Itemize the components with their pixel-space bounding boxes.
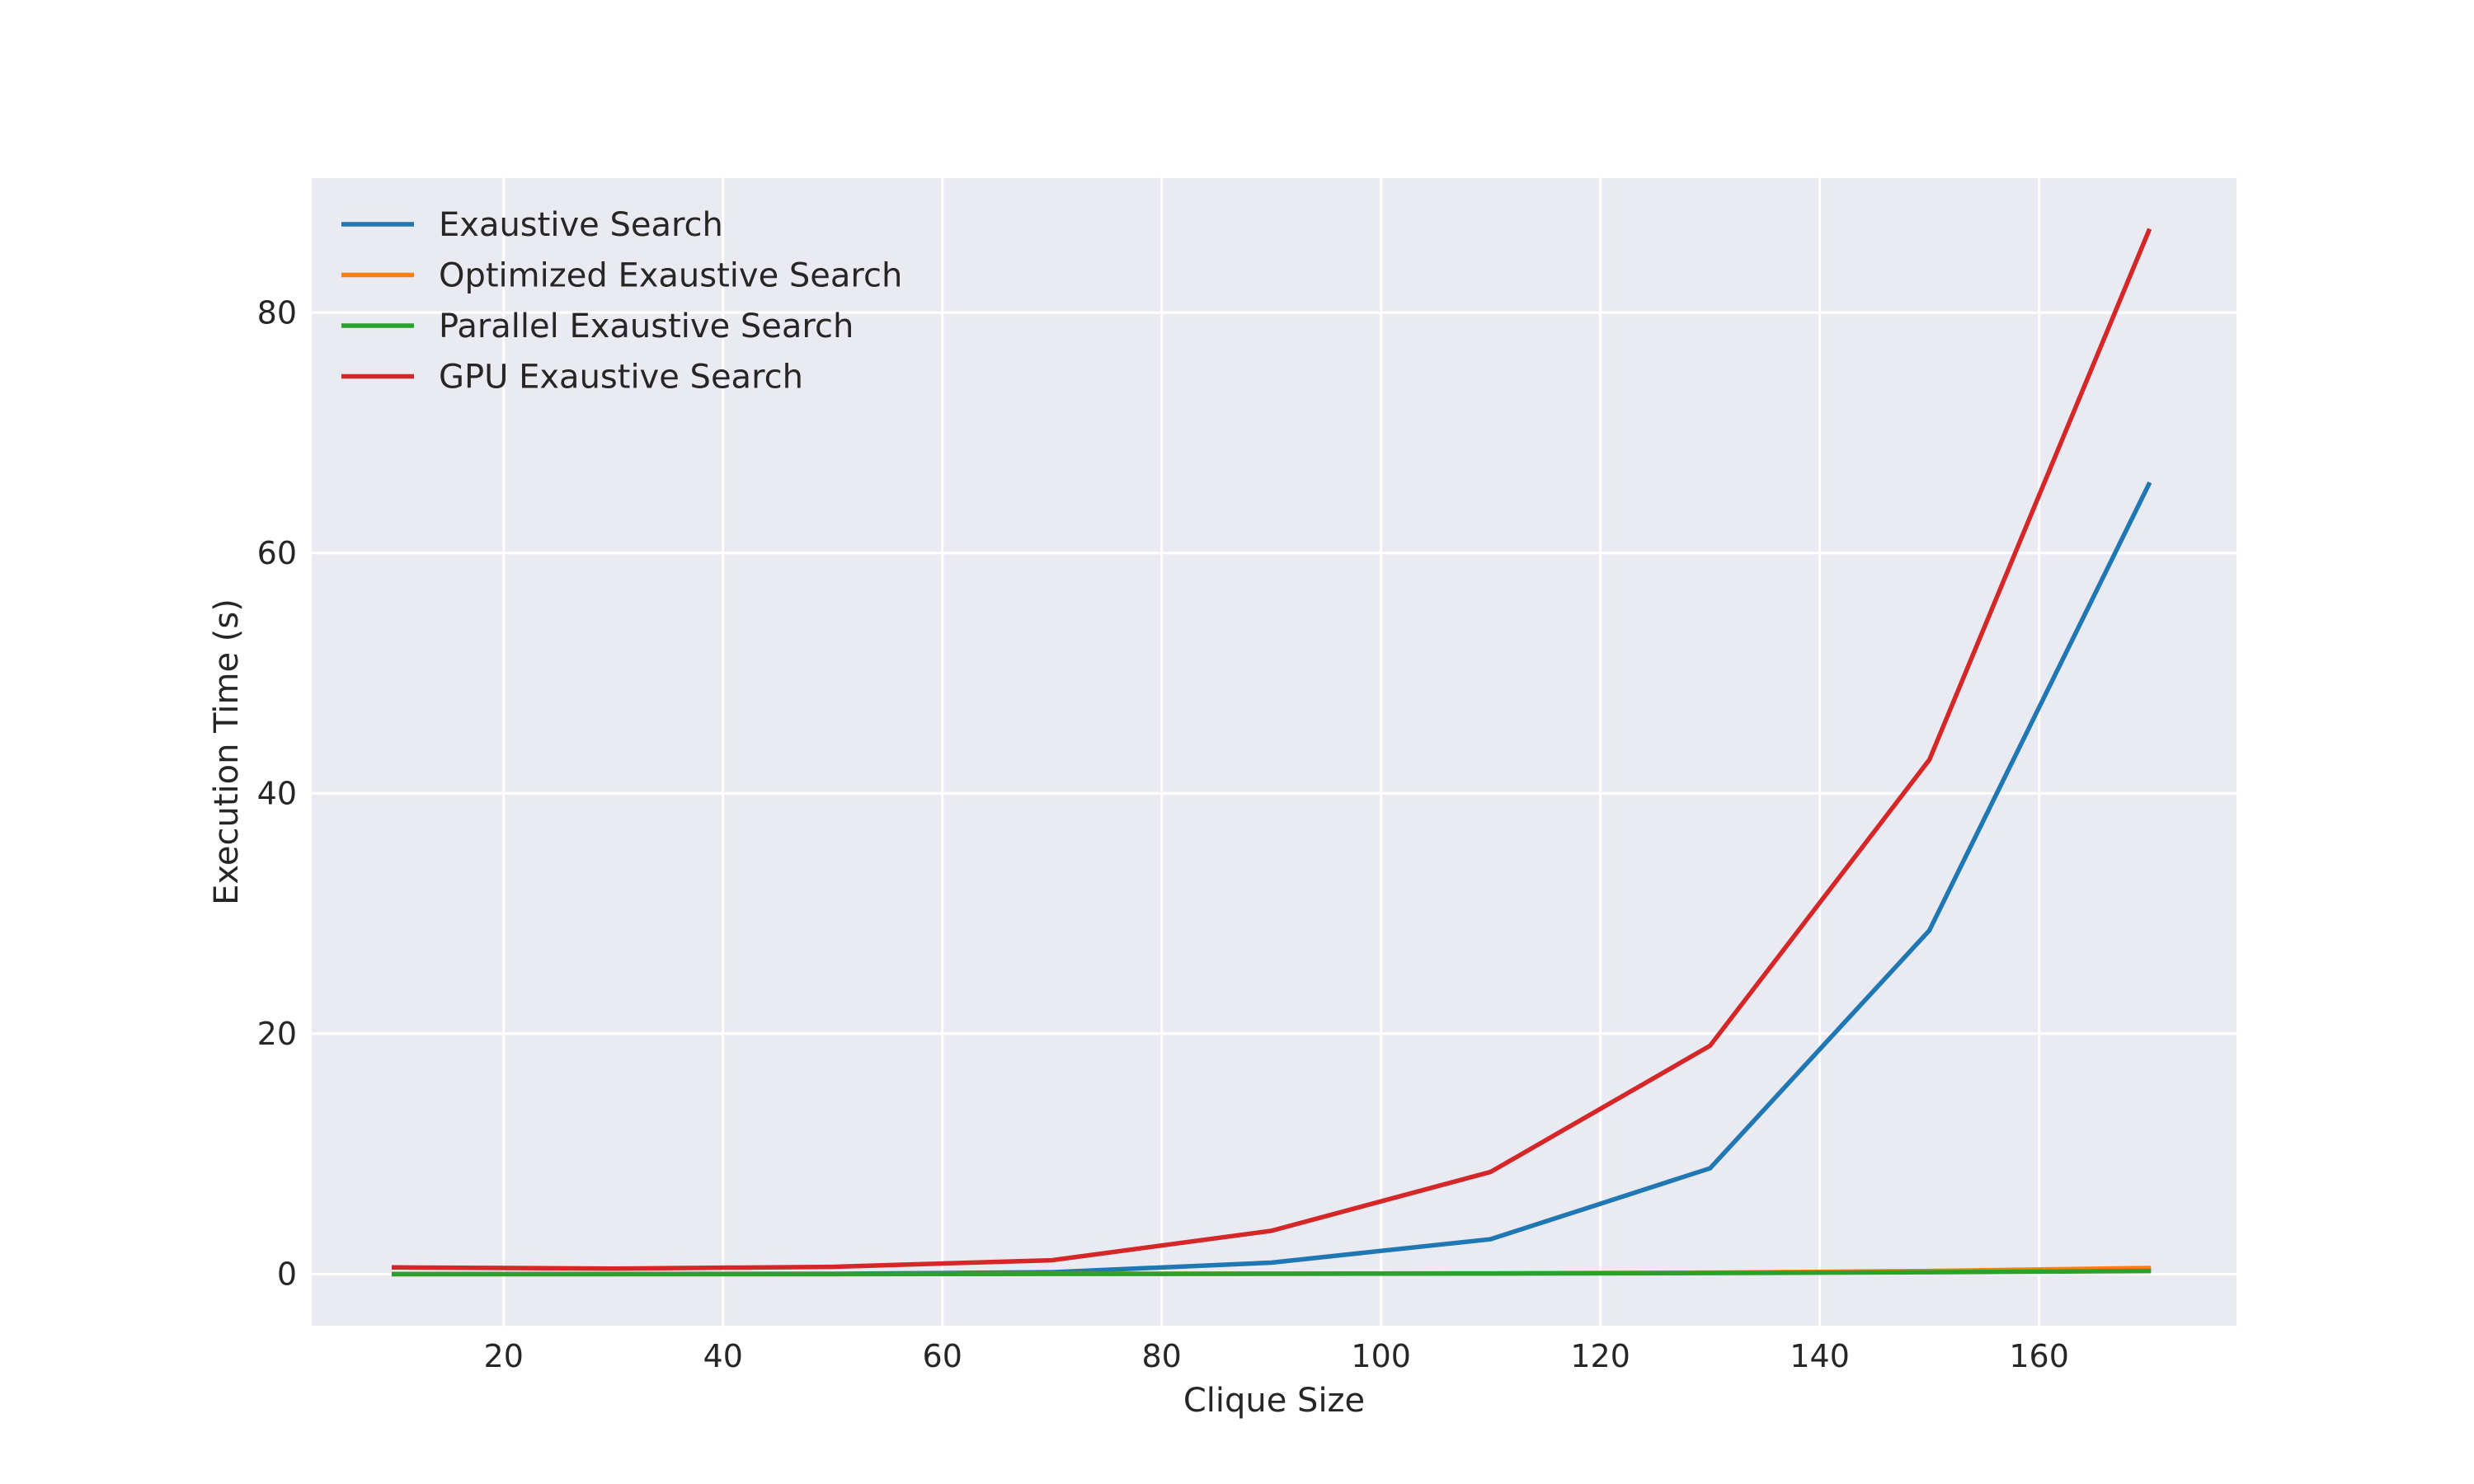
y-tick-label: 0: [277, 1256, 297, 1292]
series-line-parallel-exaustive-search: [391, 1268, 2152, 1277]
legend-item-optimized-exaustive-search: Optimized Exaustive Search: [341, 257, 902, 295]
x-tick-label: 120: [1570, 1338, 1630, 1374]
series-lines: [391, 228, 2152, 1277]
x-axis-label: Clique Size: [1183, 1382, 1365, 1420]
legend-label: Parallel Exaustive Search: [439, 308, 854, 345]
legend: Exaustive Search Optimized Exaustive Sear…: [341, 206, 902, 397]
legend-label: GPU Exaustive Search: [439, 359, 803, 397]
legend-item-gpu-exaustive-search: GPU Exaustive Search: [341, 359, 803, 397]
x-tick-label: 140: [1790, 1338, 1850, 1374]
y-tick-label: 80: [257, 294, 297, 331]
x-tick-label: 160: [2009, 1338, 2069, 1374]
x-tick-label: 100: [1351, 1338, 1411, 1374]
x-tick-label: 80: [1142, 1338, 1182, 1374]
x-tick-labels: 20 40 60 80 100 120 140 160: [484, 1338, 2069, 1374]
y-tick-label: 40: [257, 775, 297, 811]
legend-label: Exaustive Search: [439, 206, 723, 244]
legend-item-exaustive-search: Exaustive Search: [341, 206, 723, 244]
legend-item-parallel-exaustive-search: Parallel Exaustive Search: [341, 308, 854, 345]
series-line-gpu-exaustive-search: [391, 228, 2152, 1271]
legend-label: Optimized Exaustive Search: [439, 257, 902, 295]
x-tick-label: 20: [484, 1338, 524, 1374]
y-tick-labels: 0 20 40 60 80: [257, 294, 297, 1292]
x-tick-label: 40: [703, 1338, 743, 1374]
y-axis-label: Execution Time (s): [208, 599, 246, 905]
x-tick-label: 60: [923, 1338, 962, 1374]
x-gridlines: [502, 178, 2041, 1326]
plot-area: [312, 178, 2236, 1326]
y-tick-label: 60: [257, 535, 297, 571]
y-tick-label: 20: [257, 1016, 297, 1052]
